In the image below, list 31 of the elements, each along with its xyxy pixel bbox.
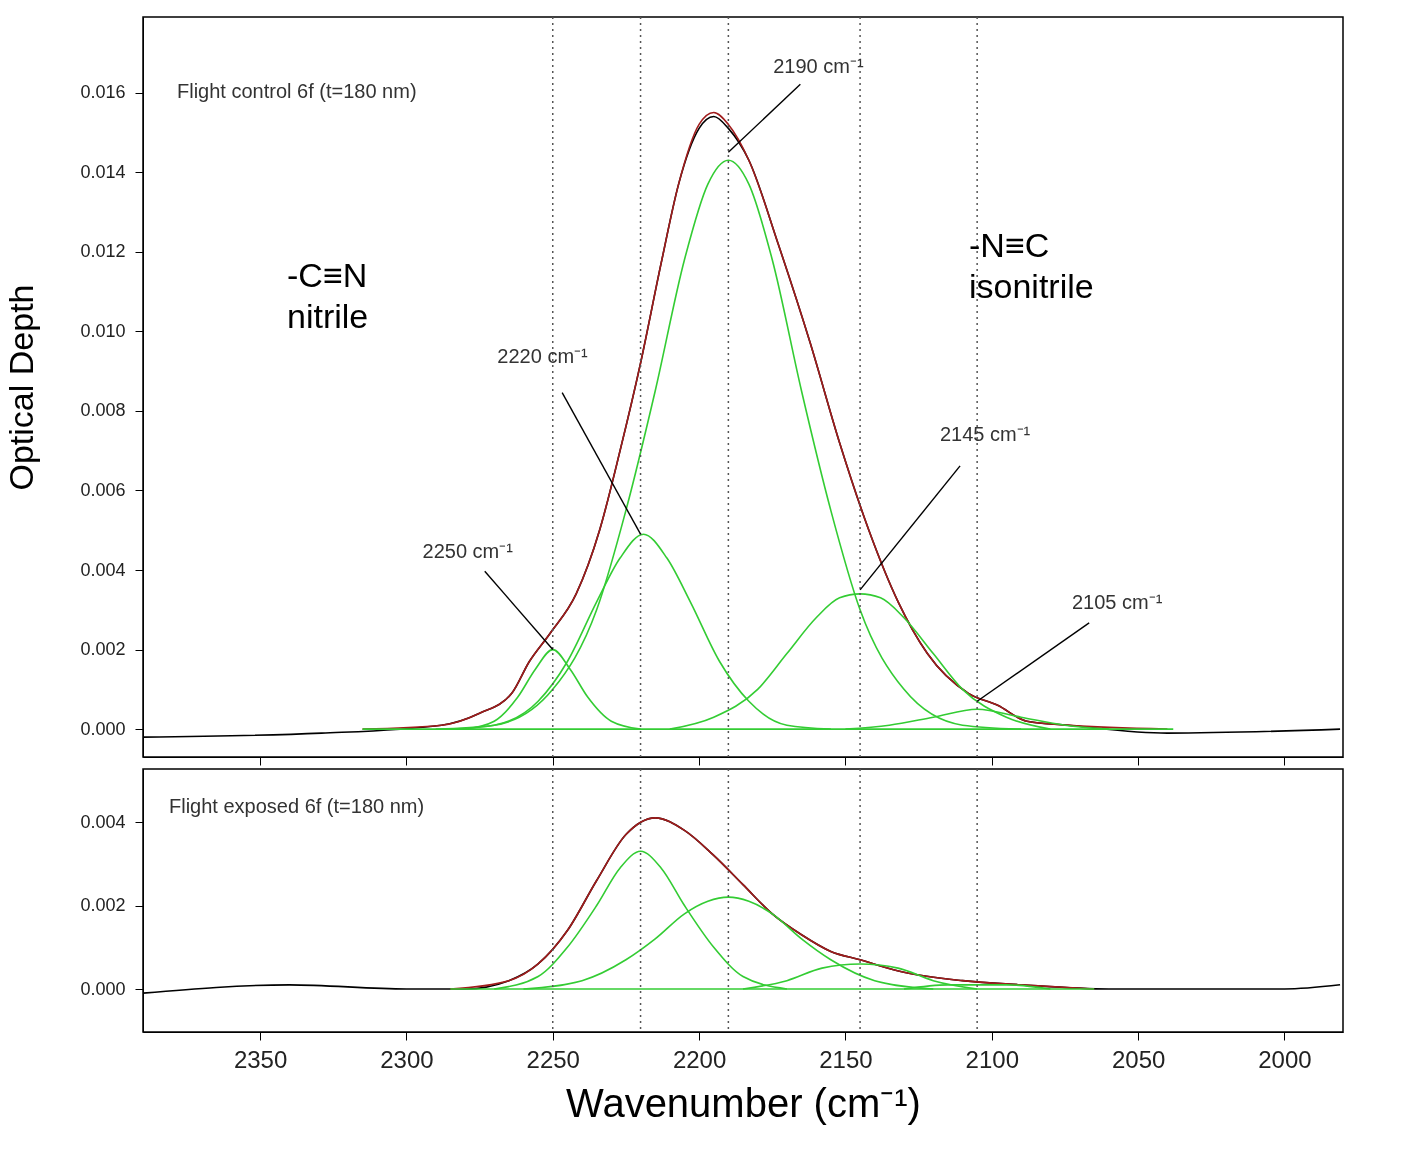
y-tick-label: 0.014 (80, 161, 126, 182)
y-tick-label: 0.000 (80, 978, 126, 999)
annotation: 2250 cm⁻¹ (422, 539, 514, 562)
x-tick-label: 2100 (965, 1045, 1019, 1073)
y-tick-label: 0.002 (80, 895, 126, 916)
y-tick-label: 0.004 (80, 811, 126, 832)
x-tick-label: 2350 (233, 1045, 288, 1073)
x-tick-label: 2300 (380, 1045, 434, 1073)
y-tick-label: 0.006 (80, 479, 126, 500)
annotation: Flight control 6f (t=180 nm) (177, 80, 417, 102)
annotation: 2105 cm⁻¹ (1071, 591, 1163, 614)
annotation: 2220 cm⁻¹ (497, 345, 589, 368)
y-tick-label: 0.002 (80, 639, 126, 660)
y-tick-label: 0.000 (80, 718, 126, 739)
x-axis-title: Wavenumber (cm⁻¹) (566, 1080, 921, 1125)
annotation: Flight exposed 6f (t=180 nm) (169, 795, 425, 817)
x-tick-label: 2150 (819, 1045, 873, 1073)
x-tick-label: 2250 (526, 1045, 580, 1073)
y-tick-label: 0.004 (80, 559, 126, 580)
y-tick-label: 0.008 (80, 400, 126, 421)
annotation: 2190 cm⁻¹ (773, 55, 864, 78)
annotation: -N≡C isonitrile (969, 226, 1094, 305)
y-tick-label: 0.016 (80, 82, 126, 103)
x-tick-label: 2200 (672, 1045, 727, 1073)
y-axis-title: Optical Depth (2, 284, 41, 491)
x-tick-label: 2050 (1111, 1045, 1166, 1073)
annotation: 2145 cm⁻¹ (939, 422, 1031, 445)
x-tick-label: 2000 (1258, 1045, 1312, 1073)
annotation: -C≡N nitrile (287, 256, 369, 335)
y-tick-label: 0.010 (80, 320, 126, 341)
y-tick-label: 0.012 (80, 241, 126, 262)
